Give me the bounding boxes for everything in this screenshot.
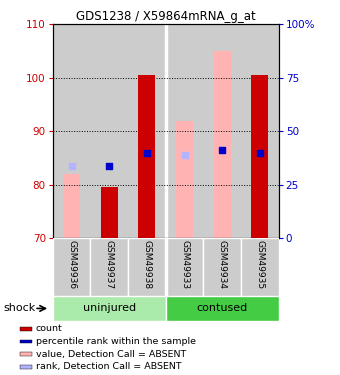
Point <box>69 163 74 169</box>
Point <box>220 147 225 153</box>
Bar <box>214 51 231 238</box>
Bar <box>203 24 241 238</box>
Bar <box>176 121 193 238</box>
Text: rank, Detection Call = ABSENT: rank, Detection Call = ABSENT <box>36 362 182 371</box>
Bar <box>101 188 118 238</box>
Text: contused: contused <box>197 303 248 313</box>
Text: GSM49936: GSM49936 <box>67 240 76 289</box>
Text: GSM49938: GSM49938 <box>142 240 151 289</box>
Bar <box>90 238 128 296</box>
Text: GSM49935: GSM49935 <box>255 240 265 289</box>
Bar <box>20 340 33 343</box>
Bar <box>20 327 33 331</box>
Bar <box>20 352 33 356</box>
Text: count: count <box>36 324 63 333</box>
Text: value, Detection Call = ABSENT: value, Detection Call = ABSENT <box>36 350 186 358</box>
Bar <box>166 24 203 238</box>
Bar <box>53 24 90 238</box>
Point <box>144 150 150 156</box>
Bar <box>128 24 166 238</box>
Bar <box>53 296 166 321</box>
Text: uninjured: uninjured <box>83 303 136 313</box>
Bar <box>166 238 203 296</box>
Bar <box>20 365 33 369</box>
Bar <box>128 238 166 296</box>
Bar <box>166 296 279 321</box>
Bar <box>138 75 155 238</box>
Point <box>182 152 187 158</box>
Bar <box>90 24 128 238</box>
Bar <box>252 75 269 238</box>
Bar <box>63 174 80 238</box>
Point <box>106 163 112 169</box>
Point <box>257 150 263 156</box>
Text: GSM49934: GSM49934 <box>218 240 227 289</box>
Title: GDS1238 / X59864mRNA_g_at: GDS1238 / X59864mRNA_g_at <box>76 10 256 23</box>
Bar <box>203 238 241 296</box>
Text: GSM49933: GSM49933 <box>180 240 189 289</box>
Text: GSM49937: GSM49937 <box>105 240 114 289</box>
Text: shock: shock <box>3 303 36 313</box>
Bar <box>53 238 90 296</box>
Bar <box>241 24 279 238</box>
Bar <box>241 238 279 296</box>
Text: percentile rank within the sample: percentile rank within the sample <box>36 337 196 346</box>
